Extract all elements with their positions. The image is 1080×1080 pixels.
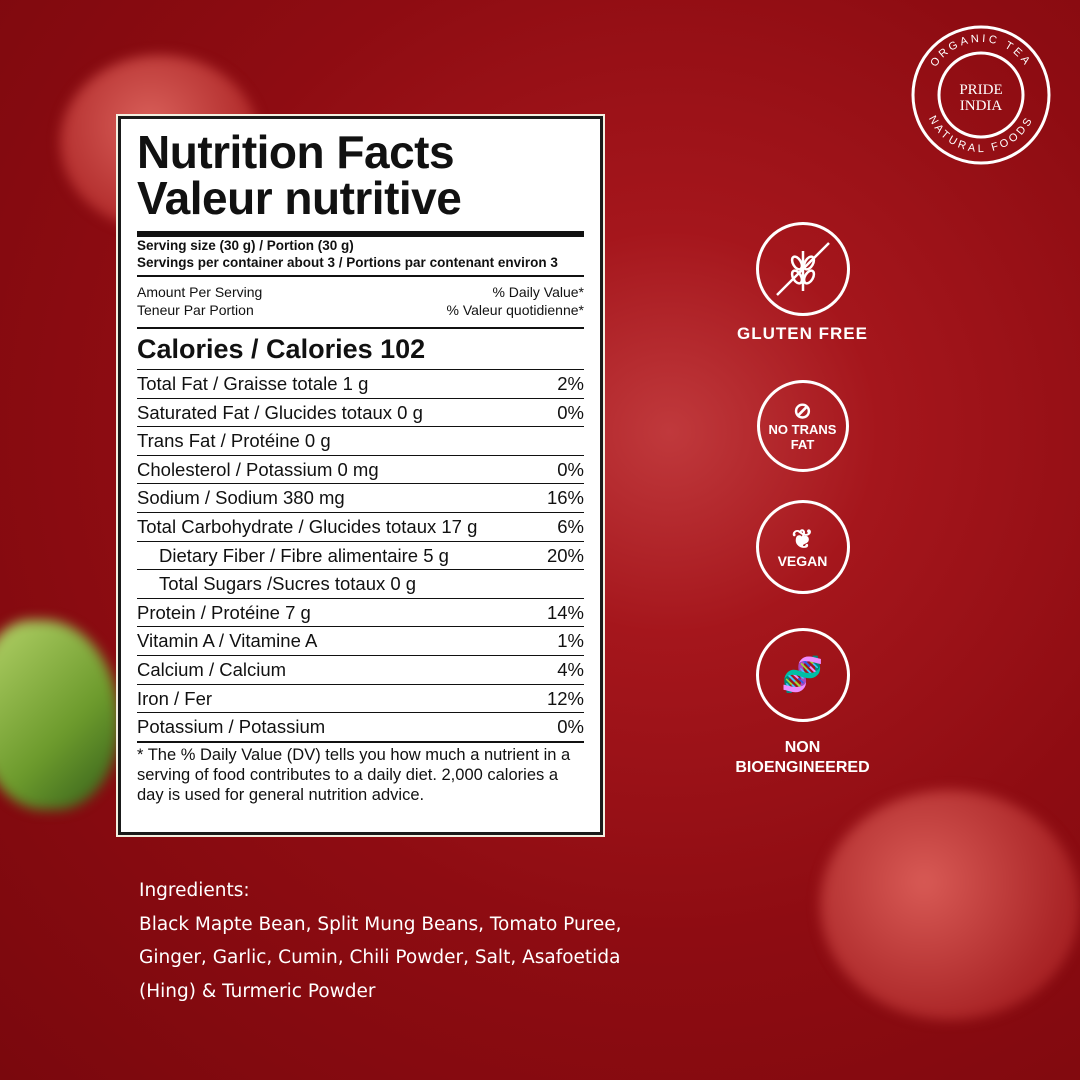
nutrient-dv: 2% [557,373,584,394]
nutrient-row: Saturated Fat / Glucides totaux 0 g 0% [137,397,584,427]
nutrient-name: Total Carbohydrate / Glucides totaux 17 … [137,515,478,537]
pride-india-logo: ORGANIC TEA NATURAL FOODS PRIDE INDIA [911,25,1051,165]
nutrient-row: Total Fat / Graisse totale 1 g 2% [137,369,584,398]
badge-gluten-free: GLUTEN FREE [735,222,870,343]
nutrient-name: Vitamin A / Vitamine A [137,630,318,652]
calories: Calories / Calories 102 [137,334,426,364]
leaf-decoration [0,620,120,810]
badge-vegan: ❦ VEGAN [735,500,870,594]
badge-no-trans-fat: ⊘ NO TRANS FAT [735,380,870,472]
nutrient-dv: 16% [546,487,584,509]
nutrient-name: Potassium / Potassium [137,716,326,738]
nutrient-name: Trans Fat / Protéine 0 g [137,430,331,452]
ingredients: Ingredients: Black Mapte Bean, Split Mun… [139,874,679,1008]
nutrient-row: Vitamin A / Vitamine A 1% [137,626,584,655]
badge-non-bioengineered: 🧬 NON BIOENGINEERED [720,628,885,778]
amount-en: Amount Per Serving [137,284,263,300]
nutrient-name: Protein / Protéine 7 g [137,601,311,623]
amount-fr: Teneur Par Portion [137,302,254,318]
svg-text:PRIDE: PRIDE [959,82,1002,98]
leaf-icon: ❦ VEGAN [755,500,850,594]
nutrient-name: Total Fat / Graisse totale 1 g [137,373,369,394]
nutrient-name: Saturated Fat / Glucides totaux 0 g [137,401,423,423]
nutrient-dv: 14% [546,601,584,623]
nutrient-row: Trans Fat / Protéine 0 g [137,426,584,455]
no-wheat-icon [755,222,850,316]
nutrient-row: Cholesterol / Potassium 0 mg 0% [137,454,584,484]
title-en: Nutrition Facts [137,126,455,178]
nutrient-row: Protein / Protéine 7 g 14% [137,597,584,627]
nutrient-row: Dietary Fiber / Fibre alimentaire 5 g 20% [137,540,584,570]
nutrient-dv: 0% [557,401,584,423]
nutrient-row: Iron / Fer 12% [137,683,584,713]
svg-text:INDIA: INDIA [960,98,1003,114]
badge-label: NON BIOENGINEERED [735,739,870,776]
divider [137,327,584,329]
badge-label: VEGAN [777,553,828,569]
nutrient-row: Sodium / Sodium 380 mg 16% [137,483,584,512]
divider [137,275,584,277]
ingredients-text: Black Mapte Bean, Split Mung Beans, Toma… [139,913,622,1002]
svg-text:NATURAL FOODS: NATURAL FOODS [926,114,1036,155]
nutrient-dv: 4% [557,658,584,680]
ingredients-heading: Ingredients: [139,880,250,901]
amount-header: Amount Per Serving Teneur Par Portion % D… [137,283,584,319]
nutrient-dv: 6% [557,515,584,537]
dna-icon: 🧬 [755,628,850,722]
nutrient-row: Total Carbohydrate / Glucides totaux 17 … [137,511,584,541]
nutrient-dv: 0% [557,458,584,480]
nutrient-row: Potassium / Potassium 0% [137,712,584,741]
no-trans-fat-icon: ⊘ NO TRANS FAT [756,380,849,472]
nutrient-dv: 0% [557,716,584,738]
tomato-decoration [820,790,1080,1020]
nutrient-row: Calcium / Calcium 4% [137,654,584,684]
footnote: * The % Daily Value (DV) tells you how m… [137,740,584,805]
dv-fr: % Valeur quotidienne* [446,302,584,318]
servings-per-container: Servings per container about 3 / Portion… [137,255,558,270]
nutrient-dv: 1% [557,630,584,652]
nutrient-dv: 20% [546,544,584,566]
nutrient-name: Calcium / Calcium [137,658,287,680]
nutrition-facts-label: Nutrition Facts Valeur nutritive Serving… [116,114,605,837]
dv-en: % Daily Value* [492,284,584,300]
nutrient-name: Total Sugars /Sucres totaux 0 g [159,573,417,595]
nutrient-name: Dietary Fiber / Fibre alimentaire 5 g [159,544,449,566]
nutrient-row: Total Sugars /Sucres totaux 0 g [137,569,584,598]
badge-label: GLUTEN FREE [737,324,868,343]
divider [137,231,584,237]
title-fr: Valeur nutritive [137,172,462,224]
nutrient-name: Cholesterol / Potassium 0 mg [137,458,379,480]
serving-size: Serving size (30 g) / Portion (30 g) [137,238,354,253]
nutrient-dv: 12% [546,687,584,709]
badge-label: NO TRANS FAT [768,422,837,452]
nutrient-name: Sodium / Sodium 380 mg [137,487,345,509]
nutrient-name: Iron / Fer [137,687,213,709]
